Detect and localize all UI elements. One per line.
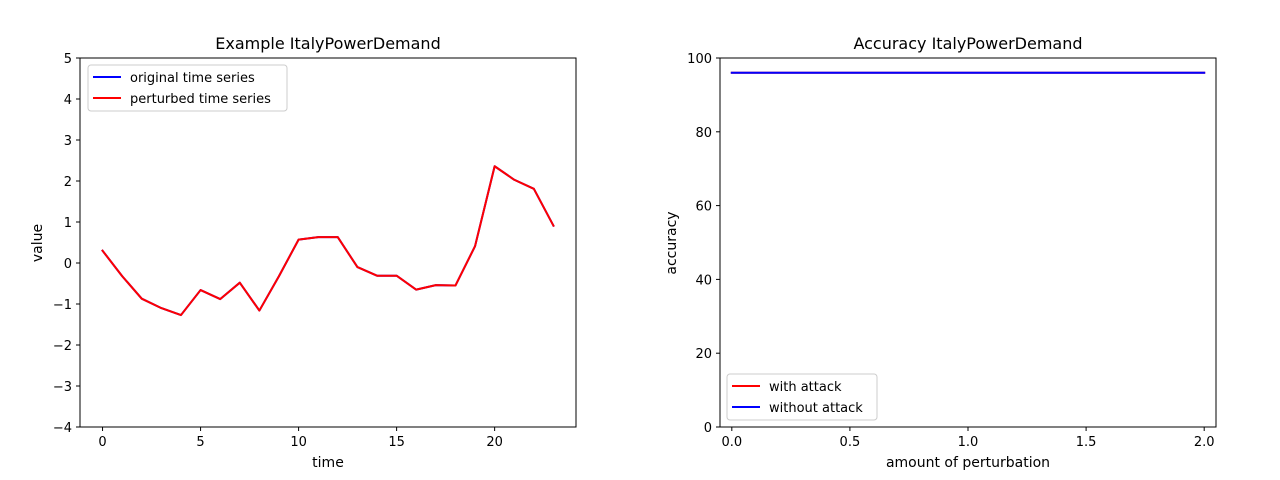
x-tick-label: 20 bbox=[486, 435, 503, 450]
legend-label: with attack bbox=[769, 380, 842, 395]
legend-label: perturbed time series bbox=[130, 92, 271, 107]
y-axis-label: accuracy bbox=[664, 211, 680, 274]
legend-box bbox=[87, 64, 288, 112]
x-tick-label: 1.0 bbox=[958, 435, 979, 450]
y-tick-label: −3 bbox=[53, 380, 72, 395]
y-tick-label: 0 bbox=[64, 257, 72, 272]
plot-frame bbox=[719, 57, 1217, 428]
x-tick-label: 5 bbox=[196, 435, 204, 450]
accuracy-chart: Accuracy ItalyPowerDemand amount of pert… bbox=[664, 34, 1217, 471]
y-tick-label: 100 bbox=[687, 52, 712, 67]
y-tick-label: −1 bbox=[53, 298, 72, 313]
y-tick-label: 40 bbox=[695, 273, 712, 288]
y-tick-label: 5 bbox=[64, 52, 72, 67]
y-tick-label: 0 bbox=[704, 421, 712, 436]
series-line-2 bbox=[101, 165, 555, 317]
x-axis-label: amount of perturbation bbox=[886, 455, 1050, 471]
y-tick-label: 60 bbox=[695, 200, 712, 215]
y-tick-label: −2 bbox=[53, 339, 72, 354]
y-tick-label: 4 bbox=[64, 93, 72, 108]
time-series-chart: Example ItalyPowerDemand time value 0 5 10… bbox=[30, 34, 577, 471]
legend-label: original time series bbox=[130, 71, 255, 86]
y-tick-label: 3 bbox=[64, 134, 72, 149]
plot-frame bbox=[79, 57, 577, 428]
chart-title: Example ItalyPowerDemand bbox=[215, 34, 440, 53]
x-tick-label: 0.5 bbox=[840, 435, 861, 450]
x-tick-label: 0.0 bbox=[721, 435, 742, 450]
y-tick-label: 1 bbox=[64, 216, 72, 231]
chart-title: Accuracy ItalyPowerDemand bbox=[853, 34, 1082, 53]
y-axis-label: value bbox=[30, 224, 46, 262]
legend: original time series perturbed time serie… bbox=[87, 64, 288, 112]
x-tick-label: 10 bbox=[290, 435, 307, 450]
y-tick-label: 80 bbox=[695, 126, 712, 141]
x-tick-label: 2.0 bbox=[1194, 435, 1215, 450]
y-tick-label: 2 bbox=[64, 175, 72, 190]
x-tick-label: 0 bbox=[98, 435, 106, 450]
legend: with attack without attack bbox=[726, 373, 878, 421]
legend-box bbox=[726, 373, 878, 421]
x-tick-label: 15 bbox=[388, 435, 405, 450]
legend-label: without attack bbox=[769, 401, 863, 416]
x-tick-label: 1.5 bbox=[1076, 435, 1097, 450]
x-axis-label: time bbox=[312, 455, 344, 471]
y-tick-label: 20 bbox=[695, 347, 712, 362]
y-tick-label: −4 bbox=[53, 421, 72, 436]
